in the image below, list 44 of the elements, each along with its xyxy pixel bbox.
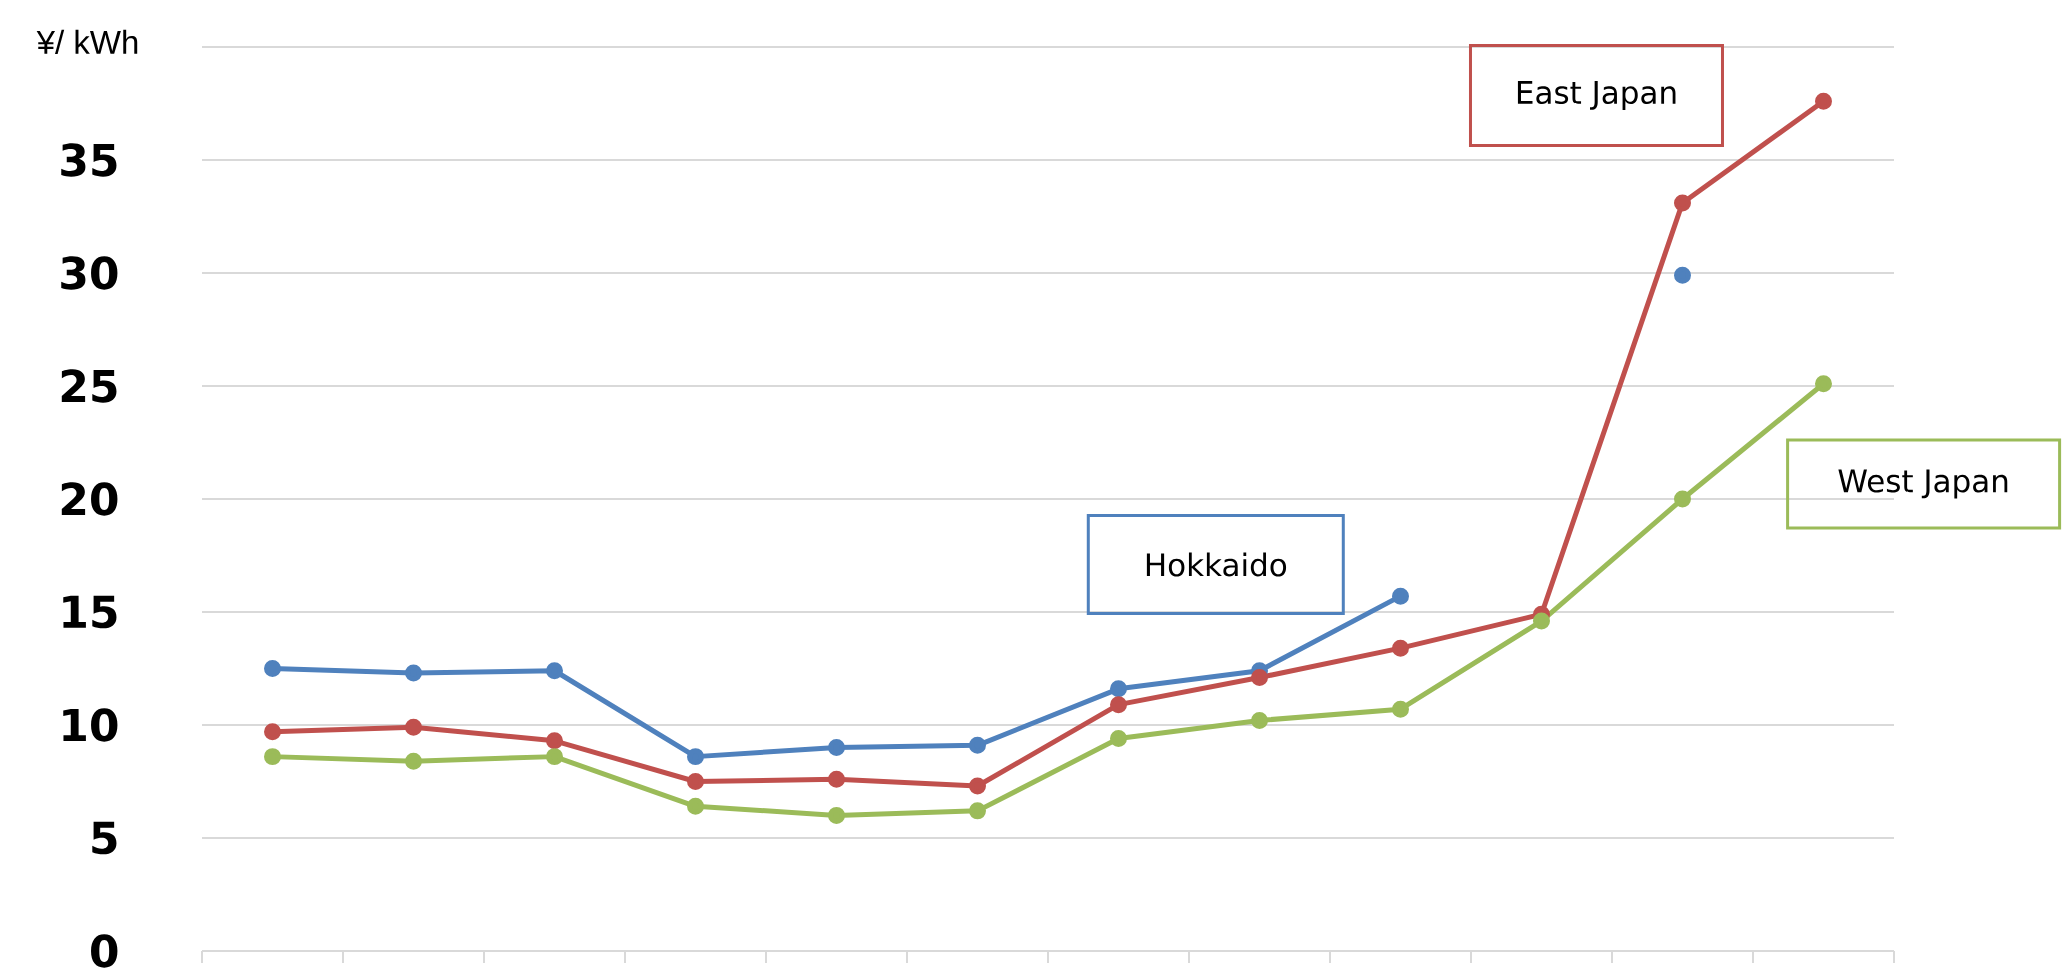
point [405, 752, 423, 770]
text: West Japan [1838, 469, 2008, 499]
point [828, 806, 845, 824]
point [1110, 680, 1127, 698]
point [1815, 92, 1832, 110]
point [1533, 612, 1550, 630]
point [1251, 669, 1268, 687]
point [969, 802, 986, 820]
y-tick-label: 15 [63, 595, 117, 629]
point [1673, 266, 1691, 284]
y-tick-label: 25 [61, 369, 117, 403]
y-tick-label: 5 [92, 821, 117, 855]
y-tick-label: 35 [61, 143, 117, 177]
text: East Japan [1517, 81, 1676, 111]
y-tick-label: 10 [63, 708, 118, 742]
y-tick-label: 20 [61, 482, 118, 516]
point [828, 739, 845, 757]
point [1392, 700, 1409, 718]
point [1673, 490, 1691, 508]
point [264, 659, 282, 677]
point [264, 723, 282, 741]
point [969, 777, 986, 795]
point [264, 748, 282, 766]
point [969, 736, 986, 754]
point [828, 770, 845, 788]
y-axis-title: ¥/ kWh [36, 29, 138, 55]
point [546, 662, 564, 680]
point [1392, 639, 1409, 657]
point [1392, 587, 1409, 605]
text: Hokkaido [1146, 552, 1287, 577]
point [546, 732, 564, 750]
point [405, 718, 423, 736]
point [1673, 194, 1691, 212]
point [1110, 696, 1127, 714]
point [405, 664, 423, 682]
y-tick-label: 30 [61, 256, 118, 290]
point [546, 748, 564, 766]
point [1815, 375, 1832, 393]
point [1110, 730, 1127, 748]
point [1251, 711, 1268, 729]
point [687, 748, 705, 766]
y-tick-label: 0 [91, 934, 118, 968]
point [687, 797, 705, 815]
point [687, 772, 705, 790]
